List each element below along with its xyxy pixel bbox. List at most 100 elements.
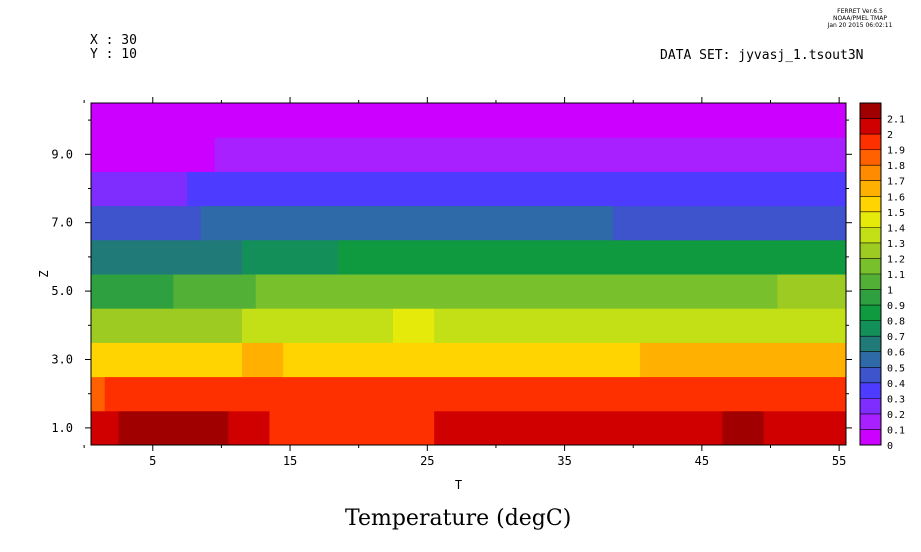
heatmap-cell <box>118 410 229 446</box>
heatmap-cell <box>228 410 270 446</box>
heatmap-cell <box>91 274 174 309</box>
x-tick-label: 15 <box>283 454 297 468</box>
ferret-stamp: FERRET Ver.6.5 NOAA/PMEL TMAP Jan 20 201… <box>820 8 900 29</box>
colorbar-swatch <box>860 351 881 368</box>
heatmap-cell <box>255 274 408 309</box>
colorbar-swatch <box>860 413 881 430</box>
colorbar-swatch <box>860 165 881 182</box>
heatmap-cell <box>118 308 243 343</box>
heatmap-cell <box>434 308 847 343</box>
heatmap-cell <box>393 308 435 343</box>
y-coordinate-label: Y : 10 <box>90 47 137 62</box>
colorbar-swatch <box>860 118 881 135</box>
colorbar-swatch <box>860 242 881 259</box>
colorbar-swatch <box>860 149 881 166</box>
heatmap-cell <box>91 137 216 172</box>
x-coordinate-label: X : 30 <box>90 33 137 48</box>
colorbar-label: 1.5 <box>887 208 905 219</box>
heatmap-cells <box>91 103 847 446</box>
heatmap-cell <box>91 103 847 138</box>
heatmap-cell <box>91 205 202 241</box>
colorbar-label: 1.6 <box>887 192 905 203</box>
colorbar-label: 1.2 <box>887 254 905 265</box>
colorbar-label: 0.3 <box>887 394 905 405</box>
colorbar-swatch <box>860 211 881 228</box>
colorbar-swatch <box>860 196 881 213</box>
colorbar-swatch <box>860 227 881 244</box>
heatmap-cell <box>242 342 284 378</box>
heatmap-cell <box>283 342 641 378</box>
colorbar-label: 1.4 <box>887 223 905 234</box>
heatmap-cell <box>91 239 243 275</box>
x-tick-label: 45 <box>695 454 709 468</box>
heatmap-cell <box>91 308 119 343</box>
stamp-line-1: FERRET Ver.6.5 <box>837 8 883 15</box>
colorbar: 0 0.1 0.2 0.3 0.4 0.5 0.6 0.7 0.8 0.9 1 1.1 1.2 1.3 1.… <box>859 102 905 452</box>
colorbar-label: 1.9 <box>887 146 905 157</box>
colorbar-swatch <box>860 367 881 384</box>
colorbar-swatch <box>860 289 881 306</box>
colorbar-swatch <box>860 305 881 322</box>
chart-title: Temperature (degC) <box>345 506 572 531</box>
heatmap-cell <box>269 410 435 446</box>
colorbar-label: 2 <box>887 130 893 141</box>
colorbar-label: 1 <box>887 286 893 297</box>
heatmap-cell <box>91 410 119 446</box>
y-tick-label: 3.0 <box>51 353 73 367</box>
colorbar-label: 0.4 <box>887 379 905 390</box>
heatmap-cell <box>214 137 847 172</box>
heatmap-cell <box>338 239 847 275</box>
colorbar-label: 0.1 <box>887 425 905 436</box>
colorbar-label: 0.5 <box>887 363 905 374</box>
colorbar-swatch <box>860 258 881 275</box>
colorbar-label: 0.8 <box>887 317 905 328</box>
x-axis-label: T <box>455 478 462 492</box>
colorbar-label: 0 <box>887 441 893 452</box>
colorbar-swatch <box>860 429 881 446</box>
heatmap-cell <box>200 205 312 241</box>
heatmap-cell <box>91 376 106 412</box>
colorbar-label: 1.8 <box>887 161 905 172</box>
heatmap-cell <box>91 342 243 378</box>
y-tick-label: 5.0 <box>51 284 73 298</box>
heatmap-cell <box>91 171 188 207</box>
colorbar-label: 1.1 <box>887 270 905 281</box>
stamp-line-2: NOAA/PMEL TMAP <box>833 15 887 22</box>
colorbar-swatch <box>860 180 881 197</box>
colorbar-swatch <box>860 103 881 119</box>
colorbar-label: 0.2 <box>887 410 905 421</box>
colorbar-label: 0.9 <box>887 301 905 312</box>
colorbar-swatch <box>860 134 881 151</box>
plot-frame <box>90 102 847 446</box>
x-tick-label: 55 <box>832 454 846 468</box>
heatmap-cell <box>406 274 778 309</box>
heatmap-cell <box>242 308 394 343</box>
x-tick-label: 35 <box>557 454 571 468</box>
colorbar-label: 1.7 <box>887 177 905 188</box>
heatmap-cell <box>434 410 723 446</box>
y-axis-label: Z <box>37 270 51 277</box>
heatmap-cell <box>104 376 847 412</box>
colorbar-label: 0.6 <box>887 348 905 359</box>
heatmap-cell <box>763 410 847 446</box>
heatmap-axes: 5 15 25 35 45 55 1.0 3.0 5.0 7.0 9.0 T Z <box>37 97 852 492</box>
colorbar-swatch <box>860 320 881 337</box>
colorbar-swatch <box>860 274 881 290</box>
heatmap-cell <box>612 205 847 241</box>
y-tick-label: 1.0 <box>51 421 73 435</box>
colorbar-swatch <box>860 398 881 415</box>
heatmap-cell <box>242 239 339 275</box>
heatmap-cell <box>310 205 614 241</box>
colorbar-swatch <box>860 382 881 399</box>
colorbar-label: 1.3 <box>887 239 905 250</box>
y-tick-label: 7.0 <box>51 216 73 230</box>
heatmap-cell <box>722 410 765 446</box>
stamp-line-3: Jan 20 2015 06:02:11 <box>827 22 893 29</box>
heatmap-cell <box>187 171 847 207</box>
y-tick-label: 9.0 <box>51 147 73 161</box>
heatmap-cell <box>640 342 847 378</box>
heatmap-cell <box>777 274 847 309</box>
colorbar-swatch <box>860 336 881 353</box>
colorbar-label: 2.1 <box>887 115 905 126</box>
